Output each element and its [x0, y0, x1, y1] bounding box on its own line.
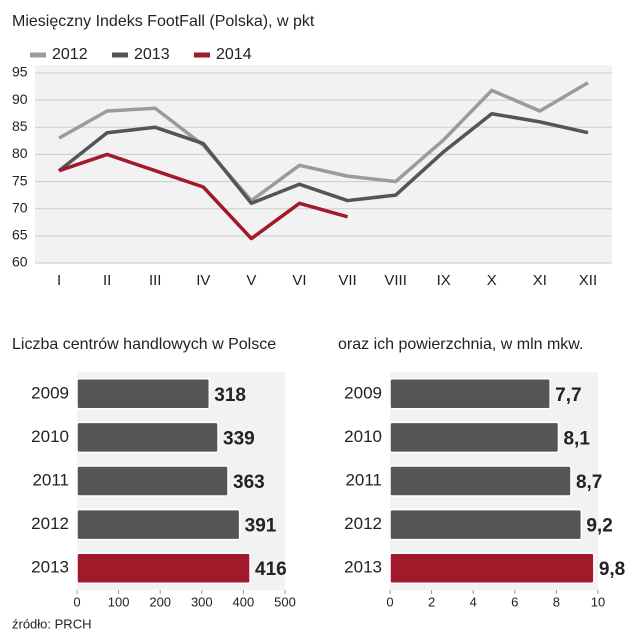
x-tick-label: V: [246, 272, 256, 289]
x-tick-label: IV: [196, 272, 210, 289]
x-tick-label: 2: [428, 594, 435, 609]
y-tick-label: 2011: [32, 470, 69, 489]
x-tick-label: 100: [108, 594, 130, 609]
bar: [76, 552, 251, 584]
y-tick-label: 2013: [31, 558, 69, 577]
legend-label: 2014: [216, 46, 252, 63]
value-label: 416: [255, 559, 287, 580]
bar: [389, 378, 551, 410]
bar: [76, 378, 211, 410]
series-line: [58, 152, 349, 241]
value-label: 9,2: [586, 516, 612, 537]
y-tick-label: 2012: [344, 514, 382, 533]
y-tick-label: 90: [12, 91, 28, 107]
x-tick-label: VI: [292, 272, 306, 289]
value-label: 363: [233, 472, 265, 493]
x-tick-label: 10: [591, 594, 605, 609]
x-tick-label: 300: [191, 594, 213, 609]
y-tick-label: 2009: [344, 383, 382, 402]
bar: [389, 552, 595, 584]
y-tick-label: 85: [12, 118, 28, 134]
value-label: 9,8: [599, 559, 625, 580]
x-tick-label: VIII: [384, 272, 407, 289]
series-line: [57, 111, 589, 206]
x-tick-label: II: [103, 272, 111, 289]
bar: [76, 465, 229, 497]
chart-title: Liczba centrów handlowych w Polsce: [12, 336, 276, 353]
x-tick-label: 500: [274, 594, 296, 609]
x-tick-label: XII: [579, 272, 597, 289]
y-tick-label: 2010: [344, 427, 382, 446]
bar: [389, 508, 583, 541]
legend-label: 2012: [52, 46, 88, 63]
bar: [389, 465, 572, 497]
x-tick-label: IX: [437, 272, 451, 289]
x-tick-label: 0: [73, 594, 80, 609]
plot-background: [35, 65, 612, 263]
chart-title: oraz ich powierzchnia, w mln mkw.: [338, 336, 583, 353]
y-tick-label: 2009: [31, 383, 69, 402]
y-tick-label: 2013: [344, 558, 382, 577]
y-tick-label: 2011: [345, 470, 382, 489]
legend-label: 2013: [134, 46, 170, 63]
x-tick-label: X: [487, 272, 497, 289]
y-tick-label: 2012: [31, 514, 69, 533]
source: źródło: PRCH: [12, 616, 91, 631]
y-tick-label: 70: [12, 199, 28, 215]
bar: [76, 508, 241, 541]
x-tick-label: XI: [533, 272, 547, 289]
y-tick-label: 80: [12, 145, 28, 161]
x-tick-label: 400: [233, 594, 255, 609]
value-label: 8,1: [563, 428, 590, 449]
chart-title: Miesięczny Indeks FootFall (Polska), w p…: [12, 13, 315, 30]
x-tick-label: 8: [553, 594, 560, 609]
y-tick-label: 2010: [31, 427, 69, 446]
x-tick-label: 4: [470, 594, 477, 609]
series-line: [58, 81, 589, 203]
bar: [76, 421, 219, 454]
value-label: 339: [223, 428, 255, 449]
x-tick-label: 0: [386, 594, 393, 609]
value-label: 7,7: [555, 385, 581, 406]
value-label: 8,7: [576, 472, 602, 493]
x-tick-label: 200: [149, 594, 171, 609]
value-label: 318: [214, 385, 246, 406]
y-tick-label: 75: [12, 172, 28, 188]
x-tick-label: III: [149, 272, 162, 289]
bar: [389, 421, 560, 454]
x-tick-label: I: [57, 272, 61, 289]
y-tick-label: 65: [12, 227, 28, 243]
x-tick-label: VII: [338, 272, 356, 289]
y-tick-label: 60: [12, 254, 28, 270]
value-label: 391: [245, 516, 277, 537]
x-tick-label: 6: [511, 594, 518, 609]
y-tick-label: 95: [12, 64, 28, 80]
